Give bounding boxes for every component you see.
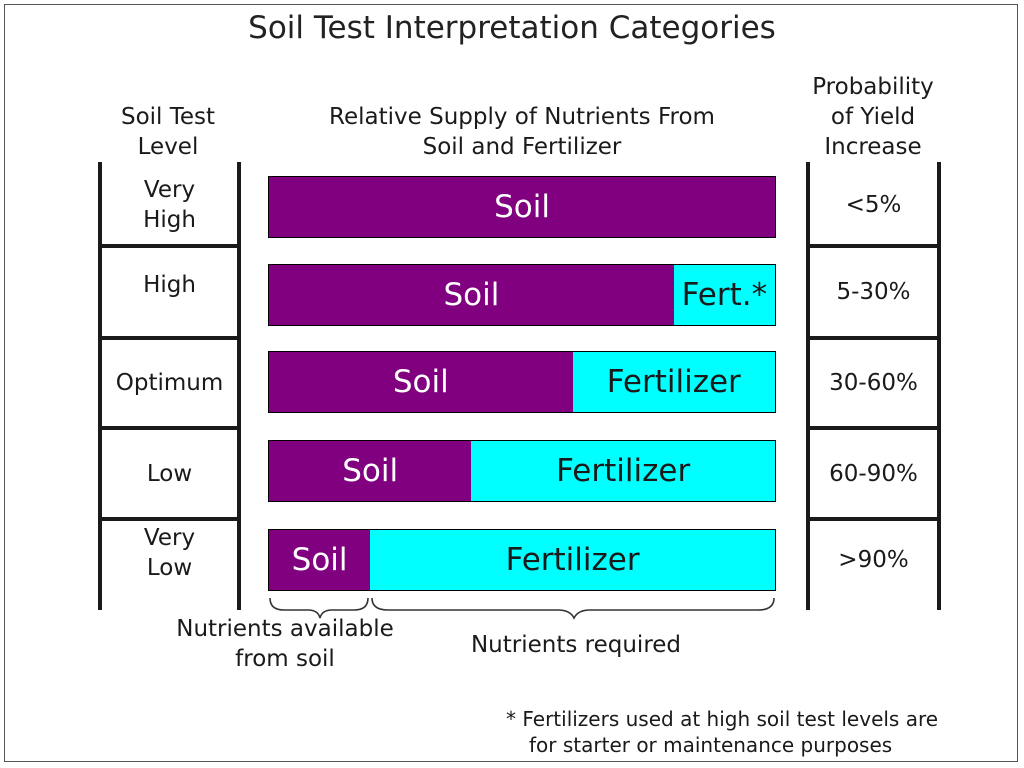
probability-optimum: 30-60% (829, 370, 918, 396)
header-line: Probability (812, 74, 934, 100)
left-ladder-rung (98, 244, 241, 248)
diagram-title: Soil Test Interpretation Categories (248, 10, 776, 46)
soil-segment: Soil (269, 352, 573, 412)
footnote: * Fertilizers used at high soil test lev… (506, 706, 938, 758)
label-nutrients-available: Nutrients available from soil (150, 614, 420, 674)
soil-segment: Soil (269, 530, 371, 590)
right-ladder-rung (806, 517, 941, 521)
level-line: High (143, 272, 196, 298)
left-ladder-rail-left (98, 162, 102, 610)
right-ladder-rung (806, 336, 941, 340)
brace-group (269, 597, 775, 620)
soil-segment: Soil (269, 177, 775, 237)
fertilizer-segment: Fert.* (673, 265, 775, 325)
header-soil-test-level: Soil Test Level (88, 102, 248, 162)
level-line: Very (143, 524, 196, 551)
brace-available-from-soil (269, 597, 369, 619)
probability-very-low: >90% (838, 547, 909, 573)
left-ladder-rung (98, 517, 241, 521)
probability-low: 60-90% (829, 460, 918, 487)
header-line: Soil Test (120, 104, 216, 130)
probability-very-high: <5% (845, 192, 902, 218)
header-line: Level (137, 134, 199, 160)
fertilizer-segment: Fertilizer (572, 352, 775, 412)
level-optimum: Optimum (102, 340, 237, 426)
supply-bar-high: Soil Fert.* (268, 264, 776, 326)
level-very-high: Very High (102, 166, 237, 244)
fertilizer-segment: Fertilizer (471, 441, 775, 501)
footnote-line: * Fertilizers used at high soil test lev… (506, 707, 939, 731)
level-line: Low (146, 554, 193, 581)
left-ladder-rung (98, 336, 241, 340)
supply-bar-optimum: Soil Fertilizer (268, 351, 776, 413)
level-line: Optimum (115, 370, 224, 396)
header-relative-supply: Relative Supply of Nutrients From Soil a… (268, 102, 776, 162)
soil-segment: Soil (269, 265, 674, 325)
label-nutrients-required: Nutrients required (470, 632, 682, 658)
header-line: Increase (824, 134, 922, 160)
brace-nutrients-required (371, 597, 775, 620)
level-line: Low (146, 460, 193, 487)
fertilizer-segment: Fertilizer (370, 530, 775, 590)
supply-bar-low: Soil Fertilizer (268, 440, 776, 502)
right-ladder-rail-right (937, 162, 941, 610)
level-low: Low (102, 430, 237, 517)
right-ladder-rung (806, 426, 941, 430)
footnote-line: for starter or maintenance purposes (529, 733, 893, 757)
supply-bar-very-high: Soil (268, 176, 776, 238)
label-line: from soil (235, 646, 335, 672)
right-ladder-rung (806, 244, 941, 248)
supply-bar-very-low: Soil Fertilizer (268, 529, 776, 591)
label-line: Nutrients available (176, 616, 394, 642)
level-high: High (102, 248, 237, 336)
level-line: High (143, 207, 196, 233)
left-ladder-rung (98, 426, 241, 430)
header-probability: Probability of Yield Increase (790, 72, 956, 162)
level-line: Very (143, 177, 196, 203)
level-very-low: Very Low (102, 521, 237, 610)
left-ladder-rail-right (237, 162, 241, 610)
right-ladder-rail-left (806, 162, 810, 610)
diagram-frame (4, 4, 1018, 762)
soil-segment: Soil (269, 441, 472, 501)
probability-high: 5-30% (836, 279, 911, 305)
header-line: Soil and Fertilizer (422, 134, 622, 160)
header-line: Relative Supply of Nutrients From (329, 104, 715, 130)
header-line: of Yield (830, 104, 916, 130)
